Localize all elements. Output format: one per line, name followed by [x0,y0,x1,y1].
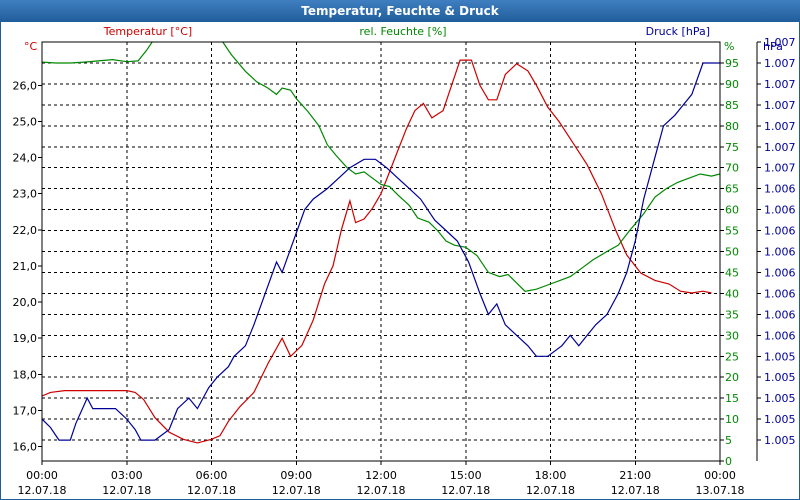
pressure-tick-label: 1.005 [764,434,796,447]
humidity-tick-label: 25 [725,350,739,363]
x-tick-date-label: 12.07.18 [526,484,575,497]
temperature-tick-label: 23,0 [13,188,38,201]
temperature-tick-label: 21,0 [13,260,38,273]
pressure-tick-label: 1.006 [764,308,796,321]
temperature-axis-title: Temperatur [°C] [103,25,192,38]
temperature-tick-label: 20,0 [13,296,38,309]
humidity-tick-label: 60 [725,204,739,217]
humidity-tick-label: 85 [725,99,739,112]
humidity-unit-label: % [724,40,734,53]
temperature-tick-label: 16,0 [13,441,38,454]
series-line-pressure [42,62,720,441]
pressure-tick-label: 1.006 [764,204,796,217]
pressure-tick-label: 1.006 [764,183,796,196]
humidity-tick-label: 35 [725,308,739,321]
axis-labels: °C Temperatur [°C] rel. Feuchte [%]% Druck … [24,25,783,53]
pressure-tick-label: 1.007 [764,78,796,91]
x-tick-date-label: 12.07.18 [102,484,151,497]
x-tick-date-label: 12.07.18 [441,484,490,497]
pressure-tick-label: 1.006 [764,225,796,238]
x-tick-time-label: 18:00 [535,469,567,482]
temperature-tick-label: 22,0 [13,224,38,237]
x-tick-date-label: 12.07.18 [272,484,321,497]
pressure-tick-label: 1.007 [764,141,796,154]
temperature-unit-label: °C [24,40,38,53]
pressure-tick-label: 1.005 [764,392,796,405]
humidity-tick-label: 90 [725,78,739,91]
humidity-tick-label: 20 [725,371,739,384]
humidity-tick-label: 70 [725,162,739,175]
humidity-tick-label: 10 [725,413,739,426]
pressure-tick-label: 1.006 [764,329,796,342]
humidity-tick-label: 40 [725,287,739,300]
humidity-tick-label: 95 [725,57,739,70]
pressure-tick-label: 1.007 [764,162,796,175]
x-tick-date-label: 12.07.18 [18,484,67,497]
temperature-tick-label: 17,0 [13,404,38,417]
humidity-tick-label: 0 [725,455,732,468]
pressure-tick-label: 1.005 [764,371,796,384]
humidity-tick-label: 30 [725,329,739,342]
temperature-tick-label: 24,0 [13,152,38,165]
x-tick-date-label: 13.07.18 [696,484,745,497]
humidity-tick-label: 65 [725,183,739,196]
temperature-tick-label: 25,0 [13,115,38,128]
humidity-tick-label: 5 [725,434,732,447]
x-tick-date-label: 12.07.18 [611,484,660,497]
x-tick-time-label: 03:00 [111,469,143,482]
tick-labels: 16,0 17,0 18,0 19,0 20,0 21,0 22,0 23,0 24,0 25,0… [13,36,796,497]
pressure-axis-title: Druck [hPa] [646,25,710,38]
pressure-tick-label: 1.007 [764,36,796,49]
pressure-tick-label: 1.007 [764,57,796,70]
x-tick-date-label: 12.07.18 [187,484,236,497]
humidity-tick-label: 75 [725,141,739,154]
pressure-unit-label: hPa [763,40,783,53]
x-tick-time-label: 06:00 [196,469,228,482]
grid-lines [42,42,720,461]
x-tick-time-label: 21:00 [619,469,651,482]
series-lines [42,42,720,444]
pressure-tick-label: 1.007 [764,99,796,112]
pressure-tick-label: 1.006 [764,266,796,279]
humidity-tick-label: 55 [725,225,739,238]
pressure-tick-label: 1.005 [764,350,796,363]
series-line-temperature [42,59,712,444]
axes [38,41,761,465]
humidity-tick-label: 80 [725,120,739,133]
pressure-tick-label: 1.006 [764,246,796,259]
chart-title: Temperatur, Feuchte & Druck [0,0,800,22]
series-line-humidity [42,42,720,292]
humidity-tick-label: 50 [725,246,739,259]
x-tick-time-label: 15:00 [450,469,482,482]
x-tick-time-label: 00:00 [704,469,736,482]
temperature-tick-label: 18,0 [13,368,38,381]
humidity-axis-title: rel. Feuchte [%] [359,25,446,38]
x-tick-date-label: 12.07.18 [357,484,406,497]
temperature-tick-label: 26,0 [13,79,38,92]
pressure-tick-label: 1.006 [764,287,796,300]
pressure-tick-label: 1.005 [764,413,796,426]
x-tick-time-label: 00:00 [26,469,58,482]
humidity-tick-label: 15 [725,392,739,405]
humidity-tick-label: 45 [725,266,739,279]
pressure-tick-label: 1.007 [764,120,796,133]
temperature-tick-label: 19,0 [13,332,38,345]
x-tick-time-label: 12:00 [365,469,397,482]
x-tick-time-label: 09:00 [280,469,312,482]
